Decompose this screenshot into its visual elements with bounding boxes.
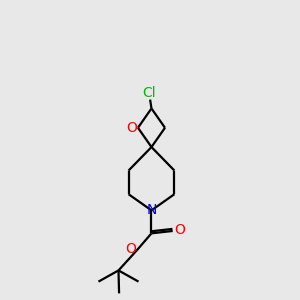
- Text: O: O: [126, 121, 137, 135]
- Text: O: O: [175, 224, 185, 237]
- Text: Cl: Cl: [142, 86, 156, 100]
- Text: O: O: [125, 242, 136, 256]
- Text: N: N: [146, 203, 157, 218]
